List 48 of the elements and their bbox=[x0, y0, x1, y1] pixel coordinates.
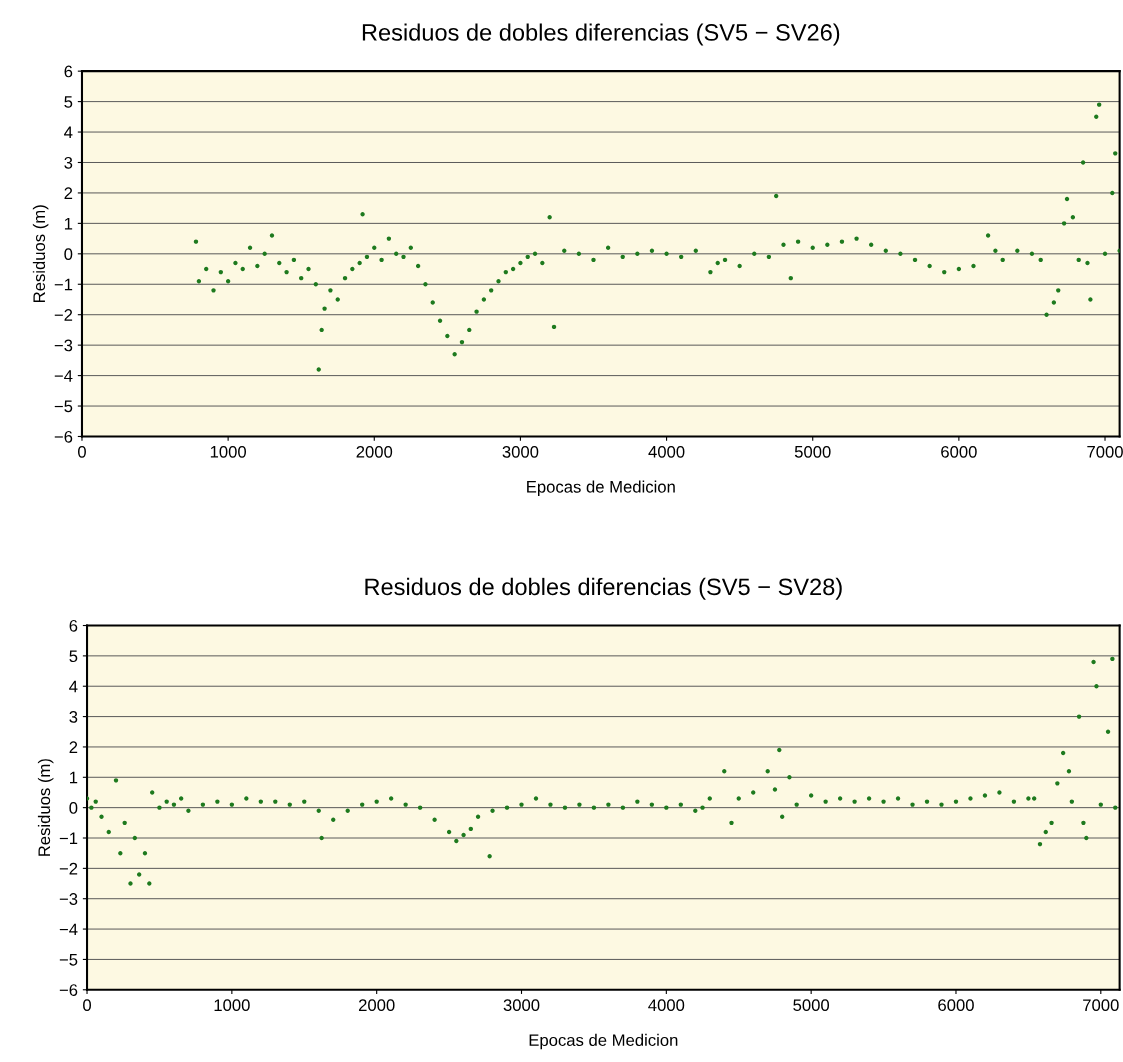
y-tick-label: 5 bbox=[64, 96, 73, 108]
y-tick-label: 2 bbox=[69, 741, 78, 753]
x-tick-label: 4000 bbox=[648, 445, 685, 458]
x-tick-label: 5000 bbox=[793, 999, 830, 1012]
y-tick-label: −1 bbox=[59, 832, 78, 845]
y-tick-label: −1 bbox=[54, 278, 73, 291]
y-tick-label: 3 bbox=[69, 710, 78, 723]
x-tick-label: 0 bbox=[83, 999, 92, 1012]
x-tick-label: 4000 bbox=[648, 999, 685, 1012]
x-tick-label: 1000 bbox=[210, 445, 247, 458]
x-tick-label: 7000 bbox=[1083, 999, 1119, 1012]
x-axis-title: Epocas de Medicion bbox=[529, 1033, 678, 1050]
x-tick-label: 2000 bbox=[358, 999, 395, 1012]
y-tick-label: −4 bbox=[54, 370, 73, 382]
x-tick-label: 0 bbox=[78, 445, 86, 458]
y-tick-label: −5 bbox=[59, 954, 78, 966]
chart-title: Residuos de dobles diferencias (SV5 − SV28) bbox=[365, 577, 842, 600]
y-tick-label: 3 bbox=[64, 156, 73, 169]
y-axis-title: Residuos (m) bbox=[32, 205, 49, 302]
y-tick-label: −3 bbox=[59, 893, 78, 905]
y-tick-label: 2 bbox=[64, 187, 73, 199]
y-tick-label: 0 bbox=[64, 248, 73, 261]
y-tick-label: 6 bbox=[69, 619, 78, 632]
y-tick-label: −2 bbox=[54, 309, 73, 321]
y-tick-label: −3 bbox=[54, 339, 73, 352]
y-tick-label: 6 bbox=[64, 65, 73, 78]
x-tick-label: 1000 bbox=[214, 999, 250, 1012]
y-tick-label: −4 bbox=[59, 923, 78, 936]
y-tick-label: −6 bbox=[59, 984, 78, 996]
y-axis-title: Residuos (m) bbox=[37, 759, 54, 856]
y-tick-label: −6 bbox=[54, 430, 73, 443]
y-tick-label: −2 bbox=[59, 862, 78, 875]
y-tick-label: 4 bbox=[64, 126, 73, 139]
x-tick-label: 6000 bbox=[941, 445, 977, 458]
x-tick-label: 5000 bbox=[794, 445, 831, 458]
x-tick-label: 3000 bbox=[503, 999, 540, 1012]
y-tick-label: 4 bbox=[69, 680, 78, 693]
x-tick-label: 7000 bbox=[1087, 445, 1123, 458]
y-tick-label: 1 bbox=[70, 771, 78, 784]
x-axis-title: Epocas de Medicion bbox=[527, 480, 675, 497]
y-tick-label: 0 bbox=[69, 802, 78, 814]
y-tick-label: 5 bbox=[69, 650, 78, 663]
x-tick-label: 3000 bbox=[502, 445, 539, 458]
y-tick-label: 1 bbox=[64, 217, 73, 230]
x-tick-label: 2000 bbox=[356, 445, 393, 458]
chart-title: Residuos de dobles diferencias (SV5 − SV26) bbox=[362, 23, 840, 46]
x-tick-label: 6000 bbox=[938, 999, 974, 1012]
y-tick-label: −5 bbox=[54, 400, 73, 413]
